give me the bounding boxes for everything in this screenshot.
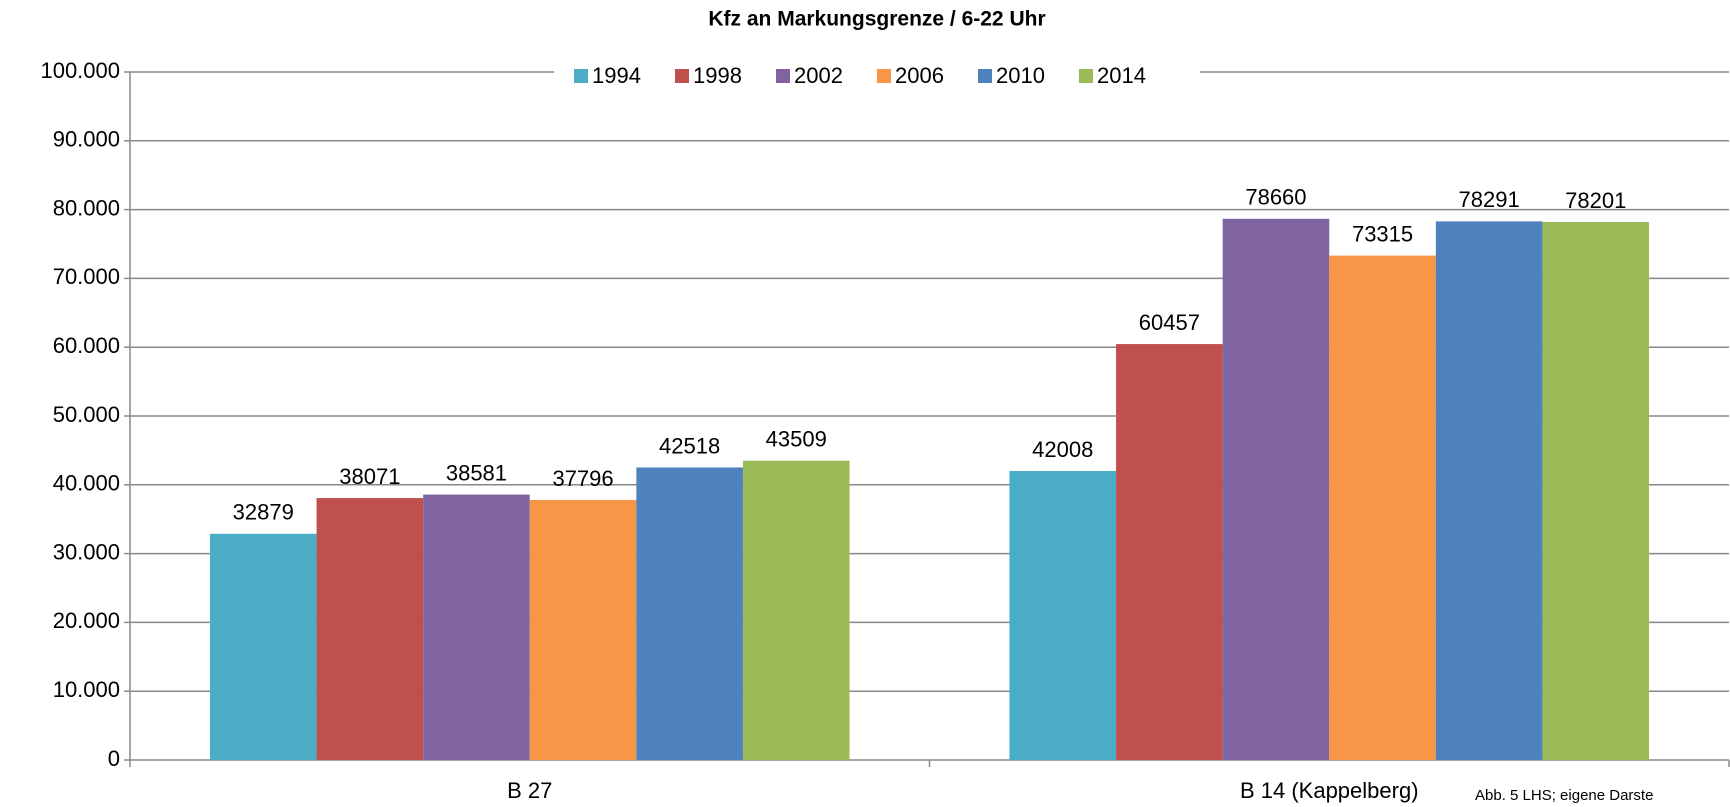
x-tick-label: B 14 (Kappelberg)	[1240, 778, 1419, 803]
source-note: Abb. 5 LHS; eigene Darste	[1475, 787, 1653, 804]
bar	[529, 499, 637, 760]
data-label: 38581	[446, 460, 507, 485]
legend-swatch	[574, 69, 588, 83]
x-tick-label: B 27	[507, 778, 552, 803]
bar	[1116, 344, 1223, 760]
data-label: 42518	[659, 433, 720, 458]
bar	[209, 533, 317, 760]
legend-swatch	[978, 69, 992, 83]
data-label: 37796	[552, 466, 613, 491]
y-tick-label: 0	[108, 746, 120, 771]
bar	[316, 498, 424, 760]
legend-swatch	[1079, 69, 1093, 83]
bar	[423, 494, 530, 760]
chart-title: Kfz an Markungsgrenze / 6-22 Uhr	[708, 8, 1045, 31]
legend-label: 2002	[794, 63, 843, 88]
y-tick-label: 50.000	[53, 402, 120, 427]
y-tick-label: 100.000	[40, 58, 120, 83]
data-label: 60457	[1139, 310, 1200, 335]
legend-label: 1994	[592, 63, 641, 88]
data-label: 38071	[339, 464, 400, 489]
y-tick-label: 30.000	[53, 539, 120, 564]
legend-label: 2006	[895, 63, 944, 88]
legend-label: 2014	[1097, 63, 1146, 88]
bar	[1542, 221, 1650, 761]
legend-swatch	[675, 69, 689, 83]
legend-label: 2010	[996, 63, 1045, 88]
y-tick-label: 70.000	[53, 264, 120, 289]
legend-swatch	[776, 69, 790, 83]
data-label: 43509	[766, 426, 827, 451]
y-tick-label: 60.000	[53, 333, 120, 358]
y-tick-label: 80.000	[53, 195, 120, 220]
y-tick-label: 10.000	[53, 677, 120, 702]
data-label: 42008	[1032, 437, 1093, 462]
bar	[636, 467, 743, 760]
legend-label: 1998	[693, 63, 742, 88]
legend-swatch	[877, 69, 891, 83]
bar	[1222, 218, 1330, 760]
data-label: 73315	[1352, 221, 1413, 246]
y-tick-label: 20.000	[53, 608, 120, 633]
bar	[1435, 221, 1543, 761]
bar	[1329, 255, 1436, 760]
bar	[742, 460, 850, 760]
bar	[1009, 470, 1117, 760]
y-tick-label: 40.000	[53, 471, 120, 496]
data-label: 78291	[1459, 187, 1520, 212]
data-label: 32879	[233, 500, 294, 525]
y-tick-label: 90.000	[53, 127, 120, 152]
data-label: 78201	[1565, 188, 1626, 213]
data-label: 78660	[1245, 185, 1306, 210]
